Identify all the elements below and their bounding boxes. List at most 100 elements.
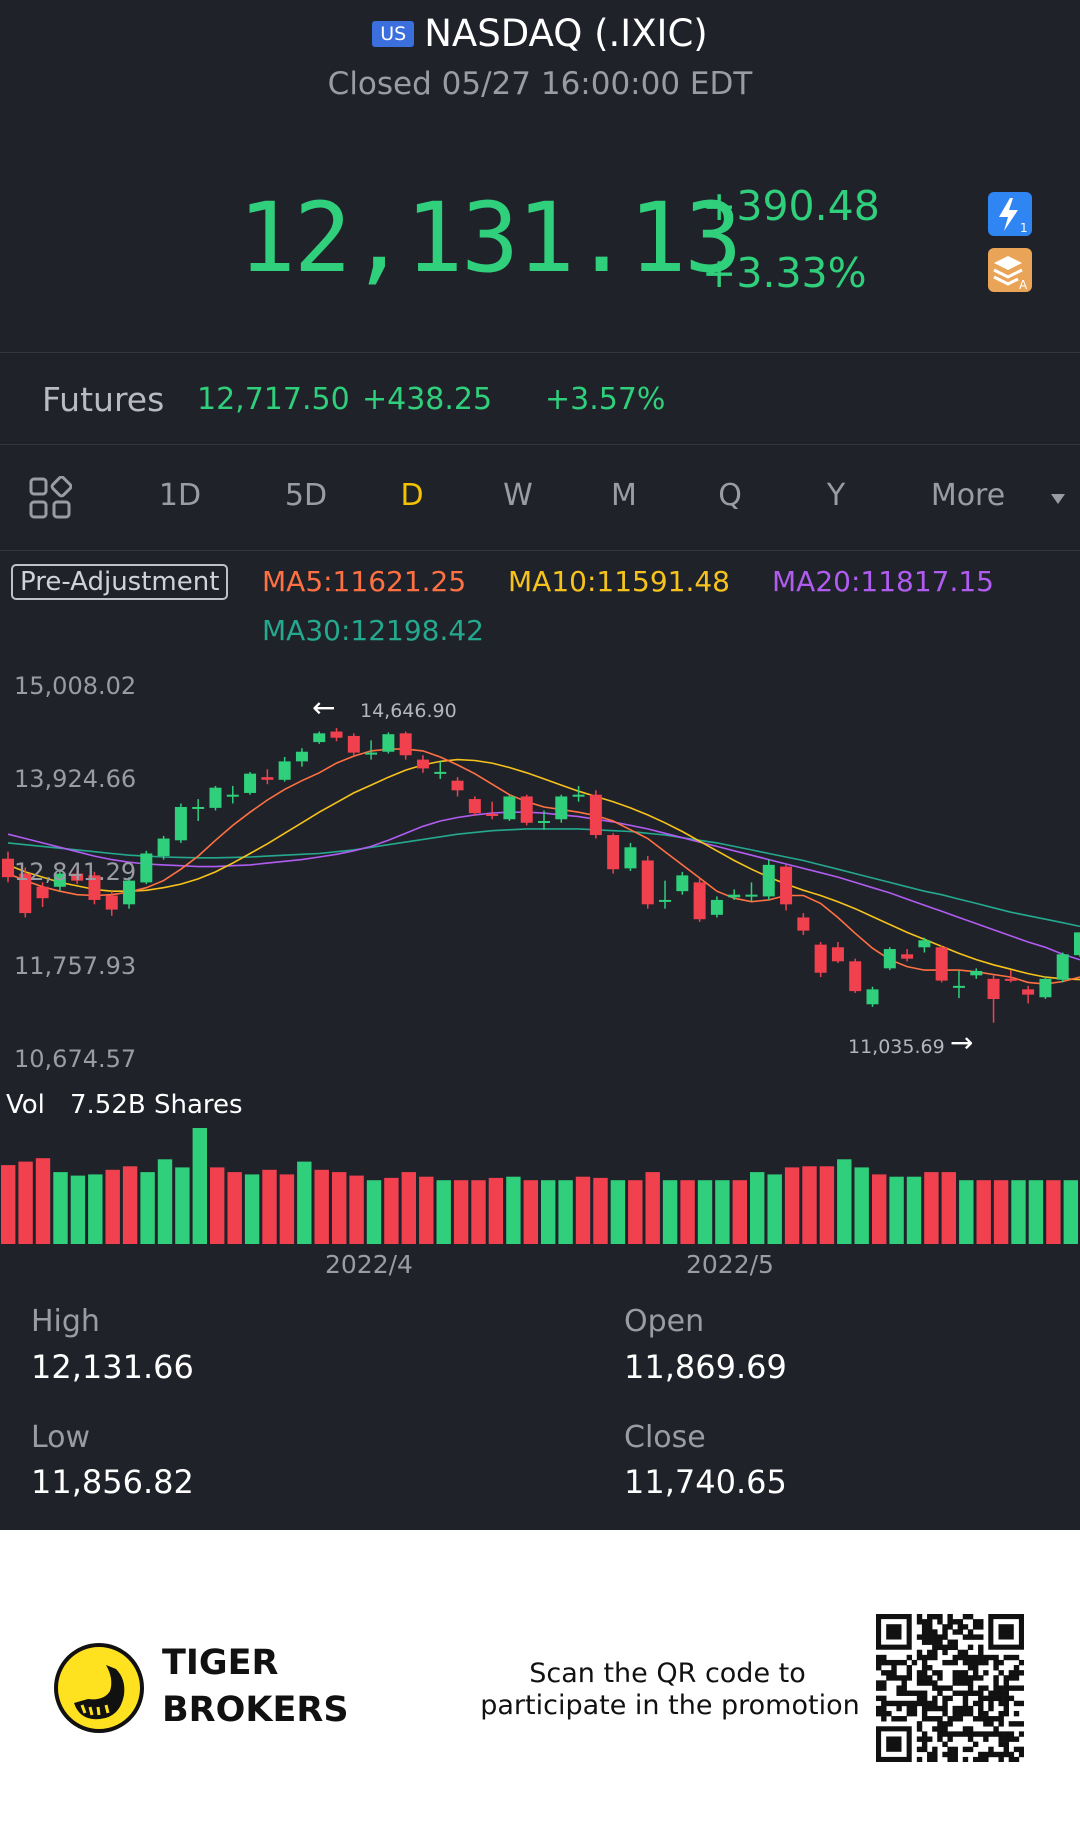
volume-bar — [122, 1166, 138, 1244]
volume-bar — [471, 1180, 486, 1244]
tab-week[interactable]: W — [503, 478, 533, 513]
volume-bar — [488, 1177, 504, 1244]
volume-bar — [88, 1174, 103, 1244]
y-tick-label: 11,757.93 — [14, 952, 137, 980]
volume-bar — [610, 1180, 626, 1244]
tab-year[interactable]: Y — [826, 478, 846, 513]
last-price: 12,131.13 — [238, 182, 742, 294]
candle — [624, 842, 637, 871]
candle — [728, 889, 741, 900]
candle — [572, 785, 585, 802]
candle — [365, 740, 378, 760]
volume-bar — [906, 1176, 922, 1244]
volume-bar — [715, 1180, 730, 1244]
ma10-value: MA10:11591.48 — [508, 565, 730, 598]
volume-bar — [593, 1177, 608, 1244]
y-tick-label: 12,841.29 — [14, 858, 137, 886]
tab-month[interactable]: M — [611, 478, 637, 513]
candle — [866, 986, 879, 1007]
volume-bar — [279, 1174, 295, 1244]
tab-1d[interactable]: 1D — [158, 478, 202, 513]
candle — [901, 949, 914, 962]
lightning-level1-icon[interactable]: 1 — [988, 192, 1032, 236]
candle — [19, 867, 32, 918]
volume-bar — [157, 1159, 173, 1244]
stock-name: NASDAQ (.IXIC) — [424, 12, 708, 55]
candle — [987, 975, 1000, 1023]
tab-5d[interactable]: 5D — [284, 478, 328, 513]
stack-level-a-icon[interactable]: A — [988, 248, 1032, 292]
pre-adjustment-button[interactable]: Pre-Adjustment — [11, 564, 229, 600]
volume-bar — [767, 1174, 782, 1244]
volume-bar — [697, 1180, 713, 1244]
volume-bar — [453, 1180, 469, 1244]
volume-bar — [35, 1158, 51, 1244]
x-tick-label: 2022/5 — [686, 1250, 774, 1279]
ma30-value: MA30:12198.42 — [262, 614, 484, 647]
candle — [140, 850, 153, 885]
brand-name-line2: BROKERS — [162, 1690, 349, 1730]
us-market-badge: US — [372, 21, 415, 47]
volume-bar — [941, 1172, 956, 1244]
candle — [347, 733, 360, 756]
open-label: Open — [624, 1304, 705, 1339]
divider — [0, 444, 1080, 445]
candle — [192, 799, 205, 822]
y-tick-label: 10,674.57 — [14, 1045, 137, 1073]
qr-code-icon[interactable] — [876, 1614, 1024, 1762]
volume-bar — [976, 1180, 991, 1244]
candle — [486, 801, 499, 820]
candle — [935, 945, 948, 983]
low-value: 11,856.82 — [31, 1463, 194, 1501]
volume-chart[interactable] — [0, 1128, 1080, 1244]
volume-bar — [1046, 1180, 1061, 1244]
candle — [209, 785, 222, 811]
volume-bar — [210, 1167, 225, 1244]
right-arrow-icon: → — [950, 1026, 974, 1059]
volume-bar — [1028, 1180, 1044, 1244]
open-value: 11,869.69 — [624, 1348, 787, 1386]
stock-title: US NASDAQ (.IXIC) — [0, 12, 1080, 55]
volume-bar — [314, 1169, 329, 1244]
triangle-down-icon[interactable] — [1050, 490, 1066, 509]
volume-bar — [297, 1161, 312, 1244]
candle — [676, 871, 689, 895]
volume-bar — [140, 1172, 155, 1244]
volume-bar — [175, 1167, 190, 1244]
candle — [589, 790, 602, 839]
close-label: Close — [624, 1420, 706, 1455]
candlestick-chart[interactable] — [0, 680, 1080, 1060]
candle — [555, 794, 568, 823]
volume-bar — [575, 1176, 591, 1244]
candle — [797, 913, 810, 936]
tab-day[interactable]: D — [400, 478, 424, 513]
market-status: Closed 05/27 16:00:00 EDT — [327, 66, 753, 102]
tiger-logo-icon — [54, 1643, 144, 1737]
candle — [538, 810, 550, 830]
y-tick-label: 15,008.02 — [14, 672, 137, 700]
volume-bar — [436, 1180, 451, 1244]
ma10-line — [7, 758, 1080, 981]
candle — [762, 859, 775, 900]
tab-more[interactable]: More — [930, 478, 1006, 513]
candle — [607, 833, 620, 874]
price-change: +390.48 — [702, 182, 880, 230]
grid-layout-icon[interactable] — [28, 475, 73, 520]
volume-bar — [366, 1180, 382, 1244]
candle — [261, 769, 274, 785]
tab-quarter[interactable]: Q — [718, 478, 742, 513]
candle — [2, 851, 14, 883]
futures-label: Futures — [42, 380, 165, 419]
candle — [382, 732, 395, 754]
volume-bar — [401, 1172, 416, 1244]
ma20-value: MA20:11817.15 — [772, 565, 994, 598]
candle — [313, 731, 326, 744]
price-change-percent: +3.33% — [702, 249, 867, 297]
promo-text-line2: participate in the promotion — [480, 1690, 860, 1721]
volume-bar — [854, 1167, 869, 1244]
candle — [503, 794, 516, 822]
brand-name-line1: TIGER — [162, 1643, 279, 1683]
candle — [157, 835, 170, 860]
candle — [641, 856, 654, 909]
candle — [416, 755, 429, 773]
